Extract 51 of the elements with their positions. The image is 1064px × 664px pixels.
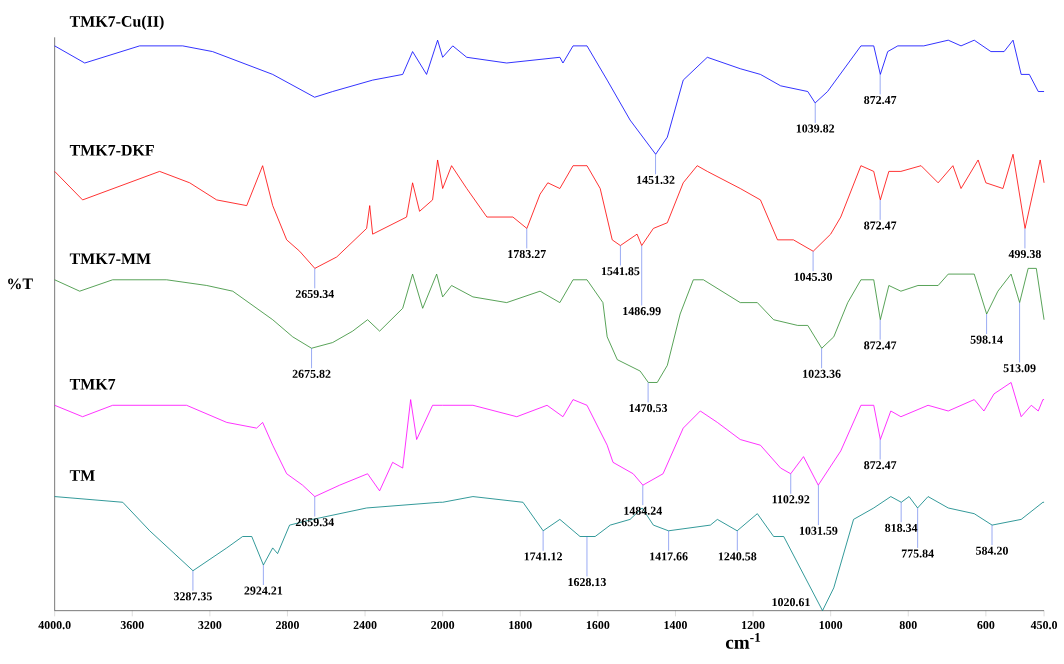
x-tick-label: 3200	[198, 621, 222, 630]
x-tick-label: 2000	[431, 621, 455, 630]
annotation: 598.14	[970, 335, 1003, 344]
annotation: 1102.92	[772, 495, 810, 504]
annotation: 2924.21	[244, 586, 283, 595]
annotation: 2659.34	[295, 289, 334, 299]
annotation: 1240.58	[718, 552, 757, 561]
x-tick-label: 1200	[742, 621, 765, 630]
series-label: TMK7-Cu(II)	[69, 15, 164, 31]
x-tick-label: 1600	[586, 621, 610, 630]
annotation: 1039.82	[796, 124, 835, 133]
annotation: 1628.13	[568, 578, 606, 587]
annotation: 818.34	[885, 523, 918, 532]
annotation: 1783.27	[508, 249, 546, 259]
series-label: TMK7	[69, 379, 116, 390]
annotation: 1020.61	[772, 598, 810, 607]
annotation: 2659.34	[295, 518, 334, 527]
annotation: 1486.99	[623, 307, 661, 316]
series-label: TMK7-MM	[69, 253, 151, 264]
x-tick-label: 1000	[819, 621, 843, 630]
annotation: 872.47	[864, 341, 897, 350]
x-tick-label: 800	[899, 621, 917, 630]
x-tick-label: 2400	[353, 621, 377, 630]
annotation: 775.84	[901, 549, 934, 558]
annotation: 1541.85	[601, 267, 640, 276]
annotation: 1470.53	[629, 404, 668, 413]
x-axis-title: cm$^{-1}$	[725, 632, 761, 649]
x-tick-label: 4000.0	[38, 621, 71, 630]
annotation: 872.47	[864, 95, 897, 105]
annotation: 3287.35	[173, 592, 212, 601]
annotation: 872.47	[864, 221, 897, 230]
x-tick-label: 450.0	[1030, 621, 1058, 630]
annotation: 499.38	[1008, 249, 1041, 259]
x-tick-label: 2800	[276, 621, 299, 630]
annotation: 1741.12	[524, 552, 563, 561]
annotation: 1031.59	[799, 526, 838, 535]
annotation: 872.47	[864, 461, 897, 470]
y-axis-title: %T	[8, 278, 33, 290]
x-tick-label: 1400	[664, 621, 687, 630]
x-tick-label: 3600	[120, 621, 144, 630]
annotation: 1417.66	[650, 552, 688, 561]
annotation: 1045.30	[794, 272, 833, 281]
annotation: 2675.82	[292, 369, 331, 378]
x-tick-label: 1800	[509, 621, 532, 630]
annotation: 1451.32	[637, 175, 675, 184]
series-label: TMK7-DKF	[69, 145, 154, 156]
annotation: 584.20	[976, 546, 1008, 555]
x-tick-label: 600	[977, 621, 995, 630]
annotation: 513.09	[1003, 364, 1036, 373]
annotation: 1023.36	[803, 369, 841, 378]
series-label: TM	[69, 470, 95, 481]
